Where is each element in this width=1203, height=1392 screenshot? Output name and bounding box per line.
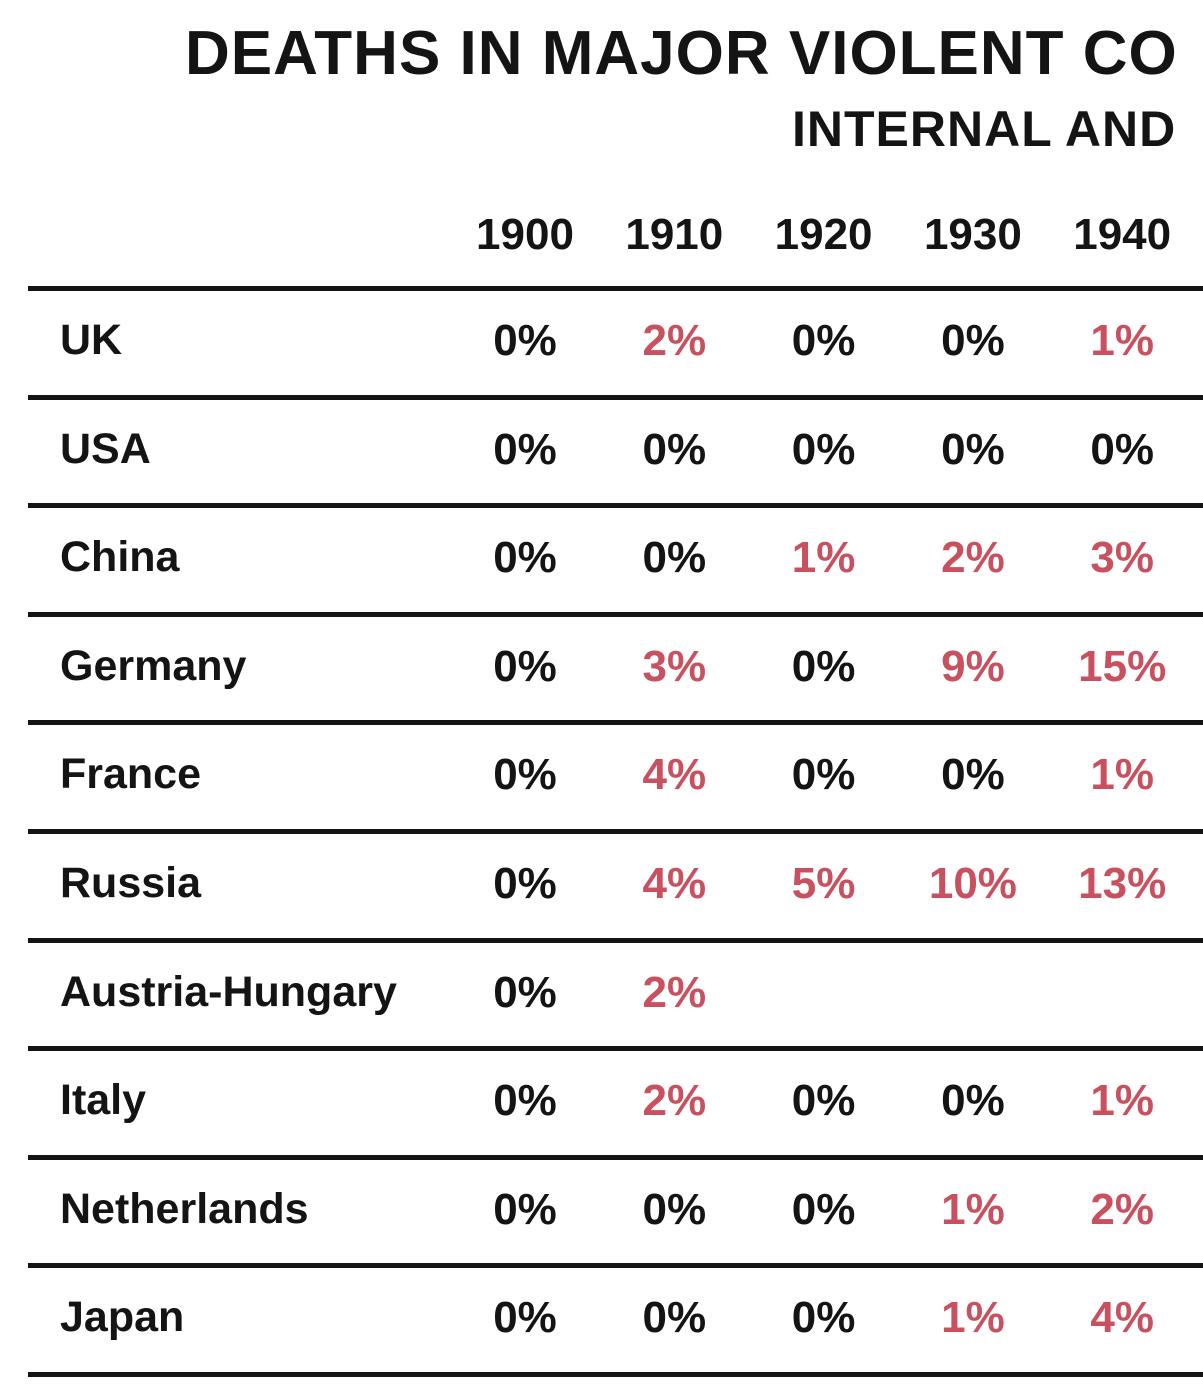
cell-value: 0% [941,316,1005,365]
cell-value: 9% [941,641,1005,691]
column-header: 1920 [774,210,873,259]
row-rule [28,394,1203,400]
row-label: Austria-Hungary [60,967,397,1016]
row-label: Japan [60,1293,185,1342]
cell-value: 4% [1090,1293,1154,1343]
row-label: UK [60,316,123,364]
cell-value: 0% [493,1184,557,1234]
cell-value: 0% [791,750,856,800]
cell-value: 0% [941,1076,1005,1126]
cell-value: 0% [791,424,856,474]
cell-value: 1% [1090,316,1154,365]
row-label: Germany [60,641,247,690]
cell-value: 4% [642,750,707,800]
cell-value: 0% [642,1293,707,1343]
cell-value: 0% [493,316,557,365]
row-label: France [60,750,202,799]
row-label: China [60,533,180,582]
cell-value: 0% [642,533,707,583]
row-label: Russia [60,859,202,907]
cell-value: 0% [941,750,1005,800]
row-rule [28,1046,1203,1052]
cell-value: 0% [493,967,557,1017]
cell-value: 3% [1090,533,1154,583]
column-header: 1940 [1073,210,1172,259]
cell-value: 0% [493,859,557,908]
cell-value: 1% [1090,750,1154,800]
cell-value: 0% [1090,424,1154,474]
cell-value: 15% [1078,641,1167,691]
cell-value: 0% [493,641,557,691]
cell-value: 0% [642,1184,707,1234]
cell-value: 2% [642,967,707,1017]
cell-value: 2% [1090,1184,1154,1234]
row-rule [28,611,1203,617]
cell-value: 0% [941,424,1005,474]
row-label: Italy [60,1076,147,1125]
subtitle: INTERNAL AND [792,101,1177,157]
row-rule [28,937,1203,943]
column-header: 1900 [476,210,574,259]
cell-value: 10% [928,859,1017,908]
cell-value: 0% [791,316,856,365]
row-label: USA [60,424,151,473]
cell-value: 1% [791,533,856,583]
cell-value: 0% [791,641,856,691]
row-rule [28,503,1203,509]
cell-value: 0% [493,750,557,800]
cell-value: 0% [791,1076,856,1126]
cell-value: 1% [1090,1076,1154,1126]
cell-value: 5% [791,859,856,908]
cell-value: 4% [642,859,707,908]
cell-value: 0% [642,424,707,474]
row-rule [28,1372,1203,1377]
cell-value: 13% [1078,859,1167,908]
cell-value: 2% [642,316,707,365]
cell-value: 0% [493,533,557,583]
row-label: Netherlands [60,1184,309,1233]
cell-value: 0% [493,424,557,474]
title: DEATHS IN MAJOR VIOLENT CO [185,19,1178,88]
column-header: 1930 [923,210,1022,259]
cell-value: 0% [791,1184,856,1234]
cell-value: 1% [941,1293,1005,1343]
row-rule [28,1154,1203,1160]
cell-value: 2% [941,533,1005,583]
cell-value: 1% [941,1184,1005,1234]
column-header: 1910 [625,210,724,259]
cell-value: 0% [493,1293,557,1343]
cell-value: 0% [791,1293,856,1343]
row-rule [28,829,1203,834]
cell-value: 2% [642,1076,707,1126]
row-rule [28,720,1203,726]
row-rule [28,1263,1203,1269]
cell-value: 0% [493,1076,557,1126]
row-rule [28,286,1203,291]
cell-value: 3% [642,641,707,691]
